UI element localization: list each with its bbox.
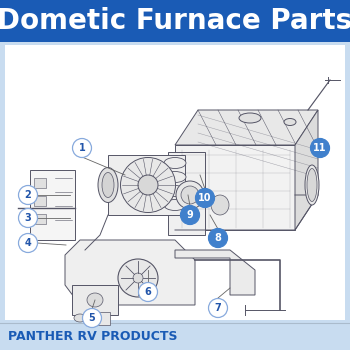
Text: 4: 4 <box>25 238 32 248</box>
Polygon shape <box>65 240 195 305</box>
Circle shape <box>196 189 215 208</box>
Circle shape <box>139 282 158 301</box>
Ellipse shape <box>284 119 296 126</box>
Text: 3: 3 <box>25 213 32 223</box>
Ellipse shape <box>118 259 158 297</box>
Ellipse shape <box>102 173 114 197</box>
Text: 5: 5 <box>89 313 95 323</box>
Text: Dometic Furnace Parts: Dometic Furnace Parts <box>0 7 350 35</box>
Ellipse shape <box>239 113 261 123</box>
Ellipse shape <box>98 168 118 203</box>
Text: 9: 9 <box>187 210 193 220</box>
Ellipse shape <box>164 172 186 182</box>
Ellipse shape <box>164 199 186 210</box>
Ellipse shape <box>181 186 199 204</box>
Ellipse shape <box>211 195 229 215</box>
Text: PANTHER RV PRODUCTS: PANTHER RV PRODUCTS <box>8 330 177 343</box>
Text: 6: 6 <box>145 287 151 297</box>
Circle shape <box>19 233 37 252</box>
Ellipse shape <box>164 158 186 168</box>
Polygon shape <box>72 285 118 315</box>
Ellipse shape <box>87 293 103 307</box>
Polygon shape <box>168 152 205 235</box>
Text: 1: 1 <box>79 143 85 153</box>
Bar <box>5 45 345 320</box>
Bar <box>34 214 46 224</box>
Polygon shape <box>108 155 185 215</box>
Text: 11: 11 <box>313 143 327 153</box>
Circle shape <box>19 186 37 204</box>
Ellipse shape <box>307 168 317 202</box>
Ellipse shape <box>305 165 319 205</box>
Circle shape <box>209 299 228 317</box>
Circle shape <box>83 308 102 328</box>
Bar <box>34 178 46 188</box>
Circle shape <box>181 205 199 224</box>
Bar <box>0 323 350 350</box>
Polygon shape <box>295 110 318 230</box>
Text: 8: 8 <box>215 233 222 243</box>
Text: 2: 2 <box>25 190 32 200</box>
Polygon shape <box>175 110 318 145</box>
Ellipse shape <box>120 158 175 212</box>
Text: 10: 10 <box>198 193 212 203</box>
Circle shape <box>209 229 228 247</box>
Polygon shape <box>90 312 110 325</box>
Ellipse shape <box>74 314 86 322</box>
Ellipse shape <box>176 181 204 209</box>
Bar <box>0 0 350 42</box>
Circle shape <box>19 209 37 228</box>
Polygon shape <box>175 250 255 295</box>
Text: 7: 7 <box>215 303 221 313</box>
Circle shape <box>72 139 91 158</box>
Circle shape <box>310 139 329 158</box>
Ellipse shape <box>164 186 186 196</box>
Ellipse shape <box>133 273 143 283</box>
Polygon shape <box>30 170 75 240</box>
Ellipse shape <box>138 175 158 195</box>
Bar <box>34 196 46 206</box>
Polygon shape <box>175 145 295 230</box>
